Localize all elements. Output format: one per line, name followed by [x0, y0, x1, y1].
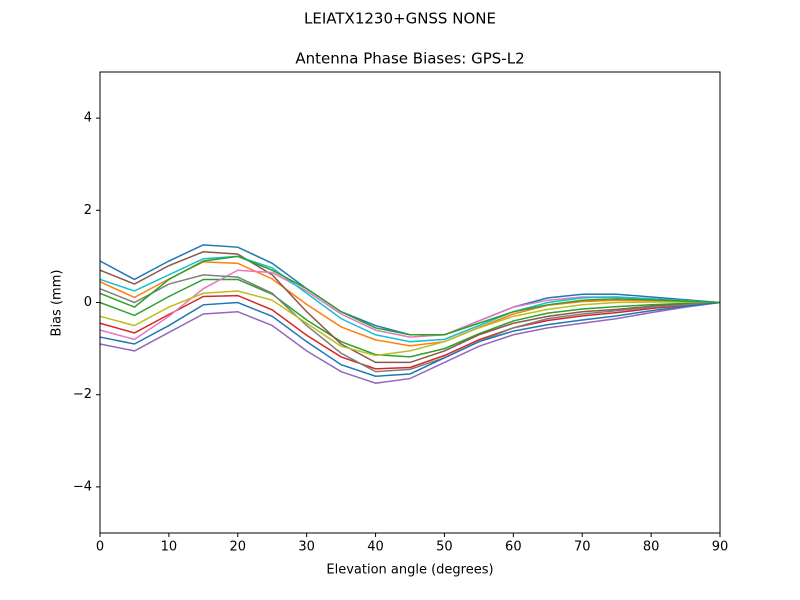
- series-line: [99, 261, 721, 347]
- x-tick-label: 60: [505, 540, 522, 555]
- series-line: [99, 301, 721, 378]
- x-tick-label: 10: [161, 540, 178, 555]
- series-line: [99, 251, 721, 364]
- y-tick-label: 4: [84, 111, 92, 126]
- x-tick-label: 20: [230, 540, 247, 555]
- series-line: [99, 255, 721, 336]
- y-axis-label: Bias (mm): [50, 270, 65, 337]
- series-line: [99, 255, 721, 343]
- series-line: [99, 290, 721, 357]
- series-line: [99, 294, 721, 370]
- x-tick-label: 50: [436, 540, 453, 555]
- series-line: [99, 278, 721, 358]
- series-line: [99, 301, 721, 384]
- x-tick-label: 30: [298, 540, 315, 555]
- suptitle: LEIATX1230+GNSS NONE: [304, 10, 496, 28]
- plot-area: [99, 244, 721, 384]
- series-line: [99, 274, 721, 373]
- x-tick-label: 80: [643, 540, 660, 555]
- x-tick-label: 0: [96, 540, 104, 555]
- x-axis-label: Elevation angle (degrees): [326, 563, 493, 578]
- y-tick-label: −2: [73, 387, 92, 402]
- y-tick-label: 2: [84, 203, 92, 218]
- x-tick-label: 40: [367, 540, 384, 555]
- x-tick-label: 90: [712, 540, 729, 555]
- chart-title: Antenna Phase Biases: GPS-L2: [295, 50, 524, 68]
- x-tick-label: 70: [574, 540, 591, 555]
- y-tick-label: 0: [84, 295, 92, 310]
- y-tick-label: −4: [73, 479, 92, 494]
